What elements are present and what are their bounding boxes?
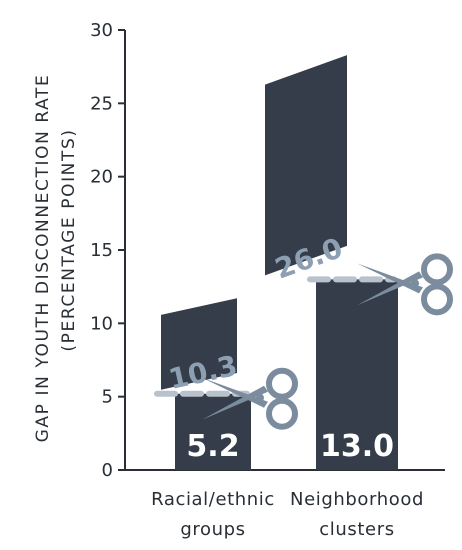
scissors-handle <box>421 253 453 286</box>
y-axis-title: GAP IN YOUTH DISCONNECTION RATE <box>33 74 53 443</box>
scissors-pivot <box>256 393 264 402</box>
bar <box>316 279 398 470</box>
scissors-blade <box>202 385 268 420</box>
y-tick-label: 25 <box>90 93 113 114</box>
x-category-label: clusters <box>319 519 394 540</box>
x-categories: Racial/ethnic groups Neighborhood clusters <box>151 489 424 540</box>
bar <box>175 393 251 470</box>
bar-value-label: 13.0 <box>320 429 394 464</box>
y-ticks: 0 5 10 15 20 25 30 <box>90 20 125 481</box>
scissors-pivot <box>411 279 419 288</box>
x-category-label: Racial/ethnic <box>151 489 275 510</box>
y-tick-label: 20 <box>90 167 113 188</box>
scissors-blade <box>357 263 423 294</box>
scissors-icon <box>202 367 298 430</box>
y-axis-subtitle: (PERCENTAGE POINTS) <box>59 128 79 351</box>
scissors-handle <box>266 367 298 400</box>
y-tick-label: 15 <box>90 240 113 261</box>
y-tick-label: 0 <box>102 460 113 481</box>
scissors-icon <box>357 253 453 316</box>
y-tick-label: 30 <box>90 20 113 41</box>
cut-off-bar-piece <box>265 55 347 276</box>
scissors-blade <box>202 377 268 408</box>
scissors-blade <box>357 271 423 306</box>
y-tick-label: 5 <box>102 387 113 408</box>
x-category-label: groups <box>180 519 245 540</box>
x-category-label: Neighborhood <box>290 489 424 510</box>
scissors-handle <box>266 397 298 430</box>
bars: 5.210.313.026.0 <box>154 55 453 470</box>
bar-value-label: 5.2 <box>186 429 239 464</box>
cut-off-bar-piece <box>161 298 237 390</box>
scissors-handle <box>421 283 453 316</box>
y-tick-label: 10 <box>90 313 113 334</box>
